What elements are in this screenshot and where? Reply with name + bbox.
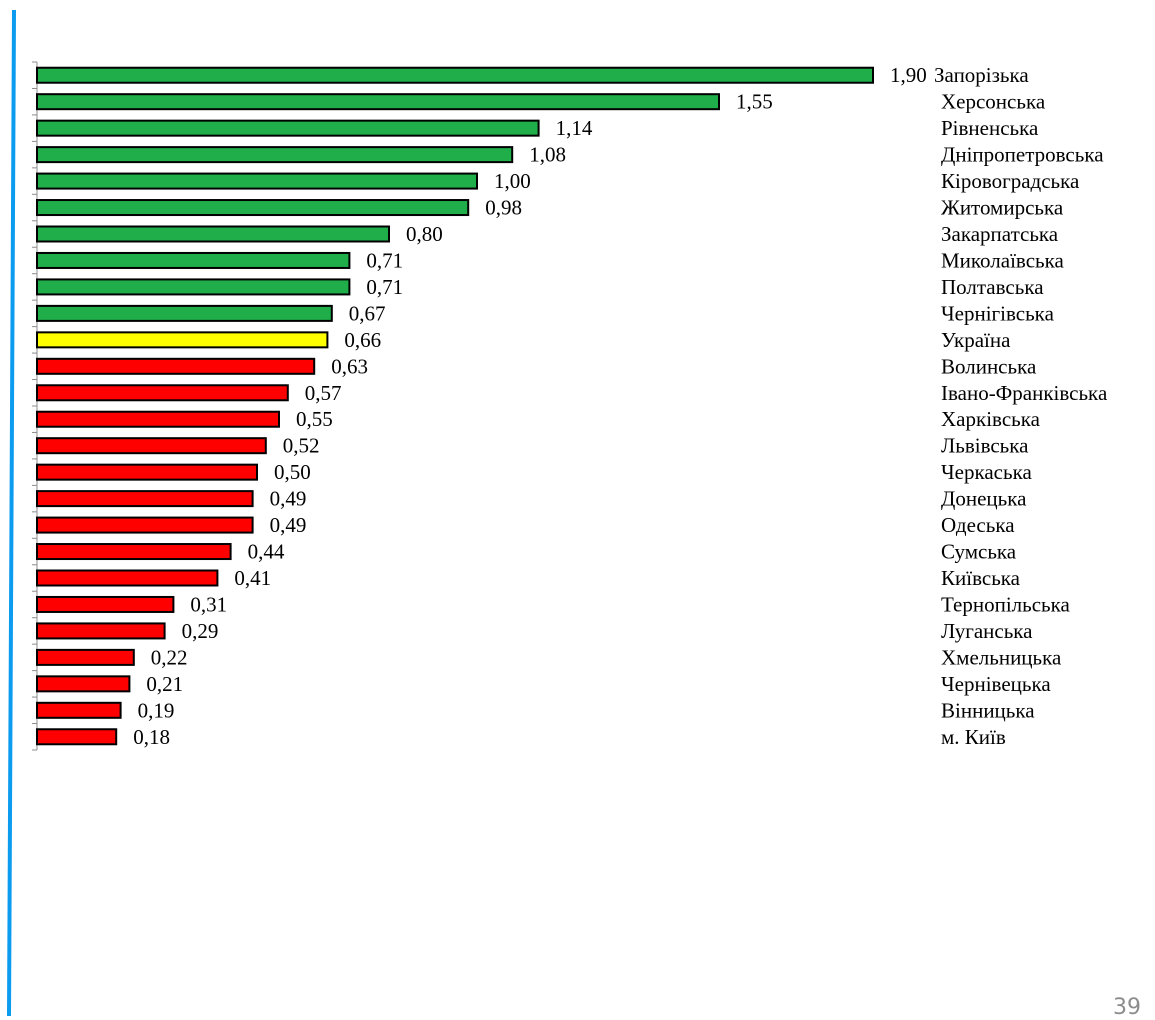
category-label: Запорізька: [934, 63, 1029, 87]
category-label: Рівненська: [941, 116, 1039, 140]
value-label: 0,29: [182, 619, 219, 643]
category-label: Луганська: [941, 619, 1033, 643]
category-label: Одеська: [941, 513, 1015, 537]
bar: [36, 728, 118, 746]
value-label: 0,52: [283, 434, 320, 458]
category-label: Миколаївська: [941, 248, 1064, 272]
value-label: 1,14: [556, 116, 593, 140]
value-label: 0,49: [270, 487, 307, 511]
category-label: Хмельницька: [941, 645, 1062, 669]
value-label: 0,19: [138, 698, 175, 722]
value-labels: 1,901,551,141,081,000,980,800,710,710,67…: [133, 63, 927, 749]
category-label: Дніпропетровська: [941, 143, 1104, 167]
category-label: Тернопільська: [941, 592, 1070, 616]
bar: [36, 119, 540, 137]
bar: [36, 516, 254, 534]
value-label: 0,22: [151, 645, 188, 669]
value-label: 1,00: [494, 169, 531, 193]
value-label: 0,50: [274, 460, 311, 484]
value-label: 1,55: [736, 90, 773, 114]
bar: [36, 463, 258, 481]
bar: [36, 437, 267, 455]
bar: [36, 172, 478, 190]
left-accent-line: [7, 9, 16, 1016]
category-label: Черкаська: [941, 460, 1032, 484]
bar: [36, 304, 333, 322]
bar: [36, 146, 514, 164]
category-label: Сумська: [941, 540, 1017, 564]
value-label: 0,21: [146, 672, 183, 696]
category-label: Донецька: [941, 487, 1027, 511]
value-label: 0,80: [406, 222, 443, 246]
bar: [36, 490, 254, 508]
bar: [36, 701, 122, 719]
value-label: 1,08: [529, 143, 566, 167]
category-axis: [32, 61, 38, 751]
bar: [36, 384, 289, 402]
category-label: Чернігівська: [941, 301, 1055, 325]
value-label: 0,44: [248, 540, 285, 564]
value-label: 0,67: [349, 301, 386, 325]
category-label: Україна: [941, 328, 1011, 352]
value-label: 0,55: [296, 407, 333, 431]
value-label: 0,66: [344, 328, 381, 352]
category-label: м. Київ: [941, 725, 1006, 749]
bar: [36, 622, 166, 640]
category-label: Львівська: [941, 434, 1029, 458]
category-label: Харківська: [941, 407, 1041, 431]
bar: [36, 595, 175, 613]
value-label: 0,18: [133, 725, 170, 749]
page-number: 39: [1113, 995, 1141, 1020]
bar: [36, 251, 351, 269]
bar: [36, 543, 232, 561]
category-label: Херсонська: [941, 90, 1046, 114]
bar: [36, 410, 280, 428]
bar: [36, 93, 720, 111]
bar: [36, 357, 316, 375]
bar: [36, 648, 135, 666]
category-label: Кіровоградська: [941, 169, 1080, 193]
bar: [36, 569, 219, 587]
bar: [36, 675, 131, 693]
bar: [36, 278, 351, 296]
value-label: 0,98: [485, 196, 522, 220]
category-label: Івано-Франківська: [941, 381, 1108, 405]
value-label: 0,63: [331, 354, 368, 378]
category-label: Київська: [941, 566, 1021, 590]
bar: [36, 199, 470, 217]
value-label: 0,57: [305, 381, 342, 405]
value-label: 0,71: [366, 275, 403, 299]
value-label: 0,71: [366, 248, 403, 272]
category-label: Чернівецька: [941, 672, 1051, 696]
bar: [36, 225, 390, 243]
bar: [36, 66, 874, 84]
bars: [36, 66, 874, 746]
category-label: Полтавська: [941, 275, 1044, 299]
value-label: 0,31: [190, 592, 227, 616]
value-label: 0,41: [234, 566, 271, 590]
category-label: Житомирська: [941, 196, 1064, 220]
category-label: Волинська: [941, 354, 1037, 378]
category-label: Закарпатська: [941, 222, 1059, 246]
category-label: Вінницька: [941, 698, 1035, 722]
value-label: 1,90: [890, 63, 927, 87]
bar: [36, 331, 329, 349]
value-label: 0,49: [270, 513, 307, 537]
